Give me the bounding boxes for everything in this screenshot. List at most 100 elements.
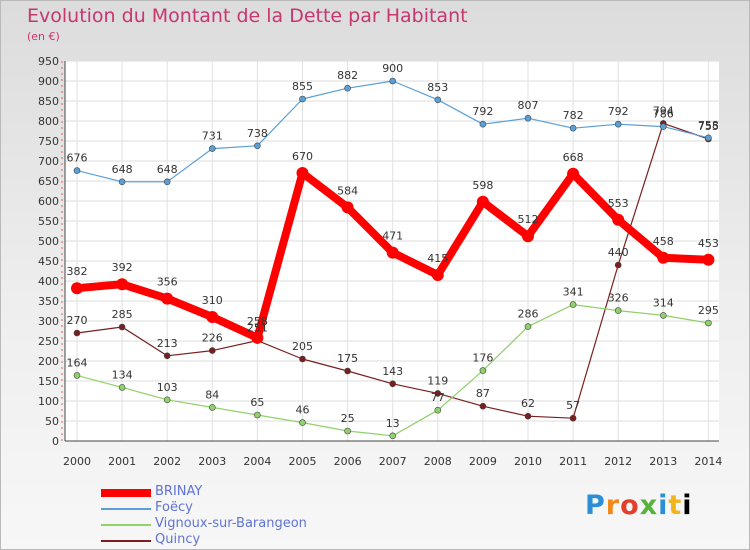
legend-label: Foëcy	[155, 500, 193, 515]
data-label: 648	[112, 163, 133, 176]
y-tick-label: 350	[38, 295, 59, 308]
data-label: 176	[472, 352, 493, 365]
data-label: 65	[250, 396, 264, 409]
x-tick-label: 2014	[694, 455, 722, 468]
legend-swatch	[101, 508, 151, 510]
data-label: 258	[247, 315, 268, 328]
y-tick-label: 600	[38, 195, 59, 208]
data-label: 382	[67, 265, 88, 278]
data-point	[386, 246, 399, 259]
data-point	[341, 201, 354, 214]
logo-letter: r	[605, 490, 621, 521]
data-label: 755	[698, 120, 719, 133]
data-label: 251	[247, 322, 268, 335]
data-label: 668	[563, 151, 584, 164]
data-label: 13	[386, 417, 400, 430]
data-point	[118, 178, 126, 186]
data-label: 286	[518, 308, 539, 321]
data-label: 598	[472, 179, 493, 192]
data-label: 512	[518, 213, 539, 226]
y-tick-label: 150	[38, 375, 59, 388]
x-tick-label: 2006	[334, 455, 362, 468]
y-tick-label: 50	[45, 415, 59, 428]
data-label: 676	[67, 152, 88, 165]
data-point	[476, 195, 489, 208]
data-label: 807	[518, 99, 539, 112]
logo-letter: x	[639, 490, 659, 521]
x-tick-label: 2005	[289, 455, 317, 468]
data-point	[431, 269, 444, 281]
data-label: 855	[292, 80, 313, 93]
data-label: 584	[337, 184, 358, 197]
data-point	[524, 323, 532, 330]
data-point	[299, 355, 306, 363]
x-tick-label: 2000	[63, 455, 91, 468]
x-tick-label: 2010	[514, 455, 542, 468]
data-label: 670	[292, 150, 313, 163]
data-point	[344, 84, 351, 92]
data-label: 46	[296, 404, 310, 417]
y-tick-label: 850	[38, 95, 59, 108]
data-point	[657, 251, 670, 264]
data-label: 553	[608, 197, 629, 210]
data-label: 738	[247, 127, 268, 140]
data-point	[206, 311, 219, 323]
data-point	[209, 347, 216, 354]
chart-unit: (en €)	[27, 30, 60, 43]
data-point	[254, 411, 261, 419]
data-point	[522, 230, 534, 243]
y-tick-label: 800	[38, 115, 59, 128]
y-tick-label: 0	[52, 435, 59, 448]
data-label: 792	[608, 105, 629, 118]
data-point	[612, 213, 625, 226]
x-tick-label: 2003	[198, 455, 226, 468]
x-tick-label: 2007	[379, 455, 407, 468]
data-label: 786	[653, 108, 674, 121]
data-label: 270	[67, 314, 88, 327]
data-label: 84	[205, 388, 219, 401]
data-point	[118, 384, 126, 391]
data-point	[73, 372, 81, 379]
data-label: 453	[698, 237, 719, 250]
data-point	[389, 77, 397, 85]
x-tick-label: 2009	[469, 455, 497, 468]
y-tick-label: 200	[38, 355, 59, 368]
data-label: 882	[337, 69, 358, 82]
data-label: 226	[202, 332, 223, 345]
legend-swatch	[101, 489, 151, 497]
y-tick-label: 900	[38, 75, 59, 88]
data-point	[254, 142, 261, 150]
data-point	[569, 414, 577, 422]
data-point	[567, 167, 580, 180]
logo-letter: o	[620, 490, 640, 521]
data-point	[614, 261, 622, 269]
data-label: 87	[476, 387, 490, 400]
y-tick-label: 950	[38, 55, 59, 68]
y-tick-label: 700	[38, 155, 59, 168]
x-tick-label: 2004	[243, 455, 271, 468]
y-tick-label: 400	[38, 275, 59, 288]
data-label: 62	[521, 397, 535, 410]
legend-label: BRINAY	[155, 484, 203, 499]
data-label: 392	[112, 261, 133, 274]
data-label: 794	[653, 104, 674, 117]
chart-title: Evolution du Montant de la Dette par Hab…	[27, 5, 468, 27]
data-label: 758	[698, 119, 719, 132]
y-tick-label: 300	[38, 315, 59, 328]
data-point	[659, 123, 667, 130]
data-point	[209, 404, 216, 411]
data-label: 143	[382, 365, 403, 378]
data-point	[434, 390, 442, 397]
logo-letter: t	[668, 490, 683, 521]
data-point	[299, 419, 306, 426]
data-point	[434, 406, 442, 414]
legend-swatch	[101, 524, 151, 526]
data-point	[116, 278, 129, 291]
data-point	[163, 178, 171, 186]
y-tick-label: 450	[38, 255, 59, 268]
y-tick-label: 100	[38, 395, 59, 408]
data-label: 119	[427, 374, 448, 387]
data-point	[73, 167, 81, 174]
data-label: 341	[563, 286, 584, 299]
legend-label: Vignoux-sur-Barangeon	[155, 516, 307, 531]
